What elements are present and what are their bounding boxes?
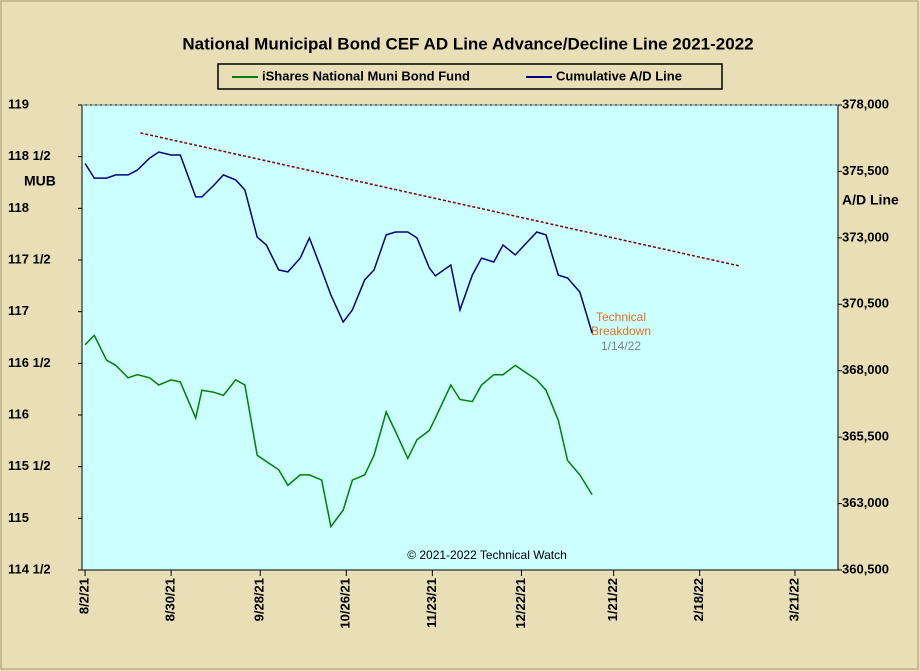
x-tick-label: 10/26/21 <box>338 578 353 629</box>
y-tick-label: 116 <box>8 406 29 421</box>
y-tick-label: 115 1/2 <box>8 458 51 473</box>
y2-tick-label: 365,500 <box>842 429 889 444</box>
x-tick-label: 1/21/22 <box>605 578 620 621</box>
y-tick-label: 117 1/2 <box>8 251 51 266</box>
x-tick-label: 9/28/21 <box>252 578 267 621</box>
y-tick-label: 115 <box>8 510 29 525</box>
y-tick-label: 118 <box>8 200 29 215</box>
annotation: Breakdown <box>591 324 651 338</box>
series-line <box>84 334 593 529</box>
x-tick-label: 8/30/21 <box>163 578 178 621</box>
legend-label: Cumulative A/D Line <box>556 68 682 83</box>
copyright: © 2021-2022 Technical Watch <box>407 548 567 562</box>
y-tick-label: 119 <box>8 96 29 111</box>
trendline <box>140 132 740 267</box>
x-tick-label: 3/21/22 <box>786 578 801 621</box>
y2-tick-label: 363,000 <box>842 495 889 510</box>
y2-tick-label: 378,000 <box>842 96 889 111</box>
y-tick-label: 118 1/2 <box>8 148 51 163</box>
y2-tick-label: 368,000 <box>842 362 889 377</box>
x-tick-label: 12/22/21 <box>513 578 528 629</box>
x-tick-label: 8/2/21 <box>77 578 92 614</box>
plot-area <box>81 104 839 571</box>
y-tick-label: 114 1/2 <box>8 561 51 576</box>
y-tick-label: 116 1/2 <box>8 355 51 370</box>
chart-title: National Municipal Bond CEF AD Line Adva… <box>182 34 753 53</box>
y2-tick-label: 370,500 <box>842 296 889 311</box>
y-axis-label: MUB <box>24 173 56 189</box>
annotation: Technical <box>596 310 646 324</box>
y-tick-label: 117 <box>8 303 29 318</box>
annotation: 1/14/22 <box>601 339 641 353</box>
y2-axis-label: A/D Line <box>842 192 899 208</box>
y2-tick-label: 373,000 <box>842 229 889 244</box>
legend-label: iShares National Muni Bond Fund <box>262 68 470 83</box>
y2-tick-label: 360,500 <box>842 561 889 576</box>
series-line <box>84 151 593 334</box>
y2-tick-label: 375,500 <box>842 163 889 178</box>
x-tick-label: 2/18/22 <box>691 578 706 621</box>
x-tick-label: 11/23/21 <box>424 578 439 628</box>
legend <box>217 63 723 90</box>
